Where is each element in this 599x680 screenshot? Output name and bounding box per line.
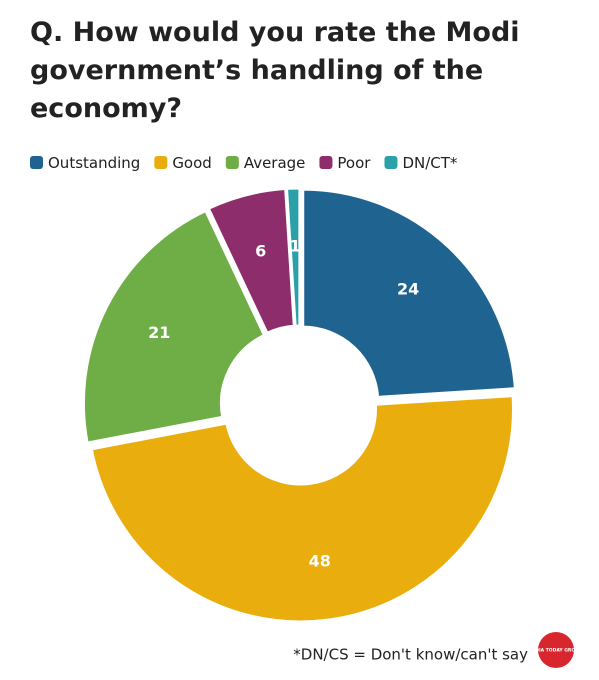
chart-title: Q. How would you rate the Modi governmen… (30, 17, 520, 124)
legend-label: Good (172, 154, 212, 172)
legend-marker (154, 156, 168, 169)
legend-label: Average (244, 154, 306, 172)
legend-marker (384, 156, 398, 169)
donut-slice (301, 187, 517, 399)
legend-marker (225, 156, 239, 169)
data-label: 48 (309, 551, 331, 570)
donut-slice (89, 394, 515, 624)
legend-marker (319, 156, 333, 169)
data-label: 21 (148, 323, 170, 342)
legend-marker (30, 156, 43, 169)
legend-label: DN/CT* (402, 154, 457, 172)
logo-badge (538, 632, 574, 668)
logo: INDIA TODAY GROUP (530, 648, 583, 654)
data-label: 24 (397, 279, 419, 298)
legend-label: Poor (337, 154, 371, 172)
footnote: *DN/CS = Don't know/can't say (293, 646, 528, 664)
legend-label: Outstanding (48, 154, 140, 172)
data-label: 1 (289, 237, 300, 256)
donut-slice (284, 186, 302, 328)
donut-slice (81, 208, 267, 445)
data-label: 6 (255, 241, 266, 260)
